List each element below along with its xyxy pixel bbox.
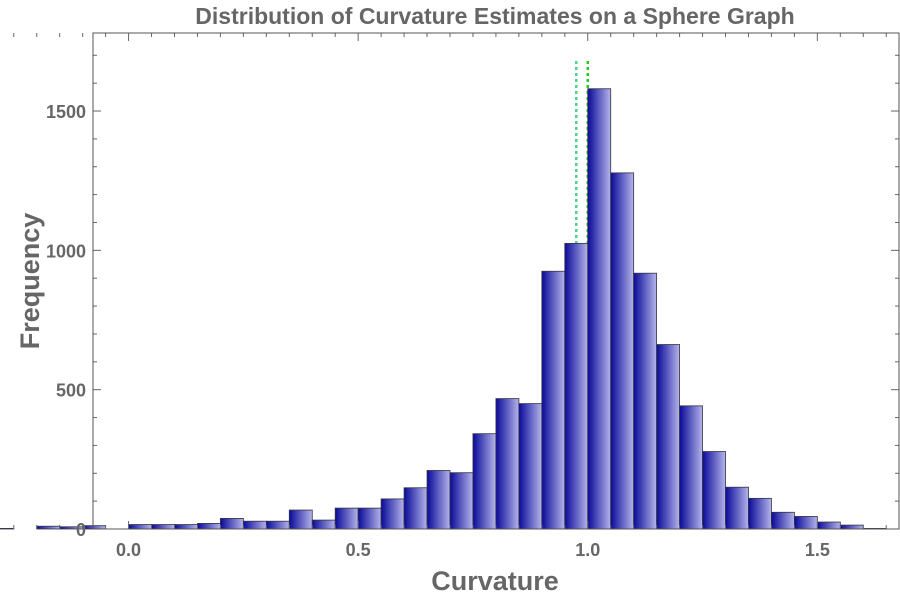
histogram-bar [702, 451, 726, 530]
histogram-bar [220, 518, 244, 530]
histogram-bar [288, 509, 313, 530]
histogram-bar [771, 511, 795, 530]
histogram-bar [587, 88, 612, 530]
histogram-bar [242, 520, 267, 530]
x-tick-label: 0.5 [346, 540, 371, 560]
y-tick-label: 1500 [46, 102, 86, 122]
histogram-bar [311, 519, 336, 530]
histogram-bar [0, 528, 15, 530]
histogram-bar [82, 525, 107, 530]
y-tick-label: 0 [76, 520, 86, 540]
histogram-bar [265, 520, 290, 530]
chart-title: Distribution of Curvature Estimates on a… [195, 3, 794, 29]
histogram-bar [725, 486, 749, 530]
histogram-bar [495, 398, 520, 530]
histogram-bar [679, 405, 703, 530]
histogram-bar [610, 172, 635, 530]
histogram-bar [174, 524, 198, 530]
x-tick-label: 1.0 [575, 540, 600, 560]
histogram-bar [518, 403, 543, 530]
histogram-bar [403, 487, 428, 530]
x-axis-label: Curvature [431, 566, 559, 596]
histogram-bar [839, 524, 864, 530]
histogram-bar [541, 270, 566, 530]
y-axis-ticks: 0 500 1000 1500 [46, 54, 899, 540]
histogram-bar [334, 507, 359, 530]
histogram-bar [564, 242, 589, 530]
histogram-bar [449, 472, 474, 530]
histogram-bar [151, 524, 175, 530]
x-tick-label: 1.5 [805, 540, 830, 560]
y-tick-label: 1000 [46, 241, 86, 261]
y-axis-label: Frequency [15, 213, 45, 350]
histogram-bar [472, 433, 497, 530]
histogram-bar [748, 497, 772, 530]
histogram-bar [380, 498, 405, 530]
histogram-bars [0, 88, 887, 530]
histogram-bar [656, 344, 680, 530]
histogram-bar [426, 470, 451, 530]
histogram-bar [197, 523, 221, 530]
histogram-bar [793, 516, 818, 530]
x-tick-label: 0.0 [116, 540, 141, 560]
histogram-bar [128, 524, 152, 530]
histogram-bar [816, 521, 841, 530]
histogram-bar [36, 525, 61, 530]
x-axis-ticks: 0.0 0.5 1.0 1.5 [13, 33, 887, 560]
y-tick-label: 500 [56, 381, 86, 401]
histogram-bar [633, 272, 658, 530]
histogram-bar [357, 507, 382, 530]
plot-frame [92, 32, 900, 530]
